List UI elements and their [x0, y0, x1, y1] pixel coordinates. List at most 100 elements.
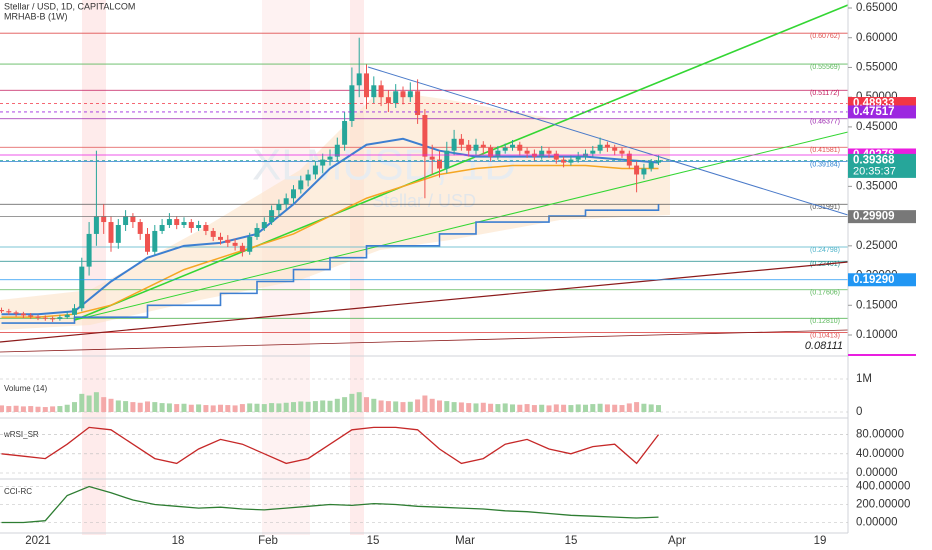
y-tick-label: 0.00000 — [856, 467, 898, 479]
y-tick-label: 0.15000 — [856, 299, 898, 311]
candle-body — [276, 204, 282, 211]
price-tag — [848, 273, 916, 287]
volume-bar — [166, 403, 172, 412]
volume-bar — [42, 407, 48, 412]
chart-title: Stellar / USD, 1D, CAPITALCOM — [4, 1, 135, 11]
candle-body — [597, 144, 603, 151]
candle-body — [626, 153, 632, 166]
y-tick-label: 0 — [856, 406, 862, 418]
ma-slow — [1, 164, 659, 318]
volume-bar — [291, 402, 296, 412]
volume-bar — [159, 403, 165, 412]
candle-body — [86, 233, 92, 267]
x-tick-label: 15 — [367, 535, 380, 547]
candle-body — [539, 150, 545, 157]
volume-bar — [145, 401, 150, 412]
volume-bar — [568, 405, 574, 412]
volume-bar — [604, 404, 610, 412]
candle-body — [0, 310, 4, 312]
candle-body — [174, 219, 180, 226]
x-tick-label: 2021 — [25, 535, 51, 547]
candle-body — [422, 115, 428, 157]
candle-body — [298, 180, 304, 190]
candle-body — [203, 225, 209, 231]
chart-subtitle: MRHAB-B (1W) — [4, 11, 68, 21]
volume-bar — [575, 404, 581, 412]
volume-bar — [429, 398, 435, 412]
candle-body — [495, 150, 501, 157]
volume-bar — [400, 402, 406, 412]
candle-body — [546, 150, 552, 154]
candle-body — [349, 85, 355, 121]
x-tick-label: Feb — [258, 535, 278, 547]
candle-body — [50, 318, 56, 320]
candle-body — [393, 91, 399, 104]
candle-body — [79, 266, 85, 309]
candle-body — [218, 236, 223, 240]
candle-body — [524, 150, 530, 154]
candle-body — [101, 216, 107, 223]
volume-bar — [488, 403, 494, 412]
candle-body — [123, 216, 129, 226]
volume-bar — [583, 404, 588, 412]
volume-bar — [407, 401, 413, 412]
candle-body — [656, 160, 661, 163]
volume-bar — [553, 404, 559, 412]
x-tick-label: 15 — [565, 535, 578, 547]
candle-body — [159, 225, 165, 231]
volume-bar — [115, 400, 121, 412]
y-tick-label: 400.00000 — [856, 481, 910, 493]
volume-bar — [327, 400, 333, 412]
volume-bar — [305, 401, 311, 412]
candle-body — [604, 144, 610, 148]
volume-bar — [28, 406, 34, 412]
fib-label: (0.55569) — [810, 64, 840, 71]
volume-bar — [626, 403, 632, 412]
candle-body — [261, 222, 267, 228]
fib-label: (0.51172) — [810, 90, 839, 97]
candle-body — [6, 311, 12, 313]
volume-bar — [371, 398, 377, 412]
volume-bar — [385, 401, 391, 412]
candle-body — [612, 147, 618, 151]
candle-body — [561, 159, 567, 163]
fib-label: (0.10413) — [810, 332, 840, 339]
y-tick-label: 0.45000 — [856, 121, 898, 133]
candle-body — [291, 189, 296, 199]
candle-body — [641, 168, 647, 175]
candle-body — [137, 222, 143, 234]
volume-bar — [546, 405, 552, 412]
volume-bar — [79, 393, 85, 412]
candle-body — [480, 144, 486, 148]
fib-label: (0.12810) — [810, 318, 840, 325]
volume-bar — [108, 398, 114, 412]
candle-body — [305, 174, 311, 181]
volume-bar — [137, 402, 143, 412]
y-tick-label: 1M — [856, 373, 872, 385]
price-tag — [848, 210, 916, 224]
fib-label: (0.17606) — [810, 290, 840, 297]
volume-bar — [451, 402, 457, 412]
volume-bar — [612, 404, 618, 412]
candle-body — [378, 85, 384, 98]
candle-body — [502, 147, 508, 151]
volume-bar — [480, 402, 486, 412]
candle-body — [20, 313, 26, 316]
volume-bar — [152, 402, 158, 412]
candle-body — [247, 236, 253, 252]
volume-bar — [283, 402, 289, 412]
pane-label: Volume (14) — [4, 384, 47, 393]
candle-body — [568, 159, 574, 163]
candle-body — [364, 73, 369, 98]
volume-bar — [13, 405, 19, 412]
candle-body — [590, 150, 596, 154]
volume-bar — [648, 404, 654, 412]
y-tick-label: 0.25000 — [856, 240, 898, 252]
volume-bar — [239, 404, 245, 412]
trendline — [0, 329, 849, 353]
trendline — [74, 131, 849, 321]
candle-body — [473, 144, 479, 151]
candle-body — [385, 97, 391, 104]
x-tick-label: Mar — [455, 535, 475, 547]
